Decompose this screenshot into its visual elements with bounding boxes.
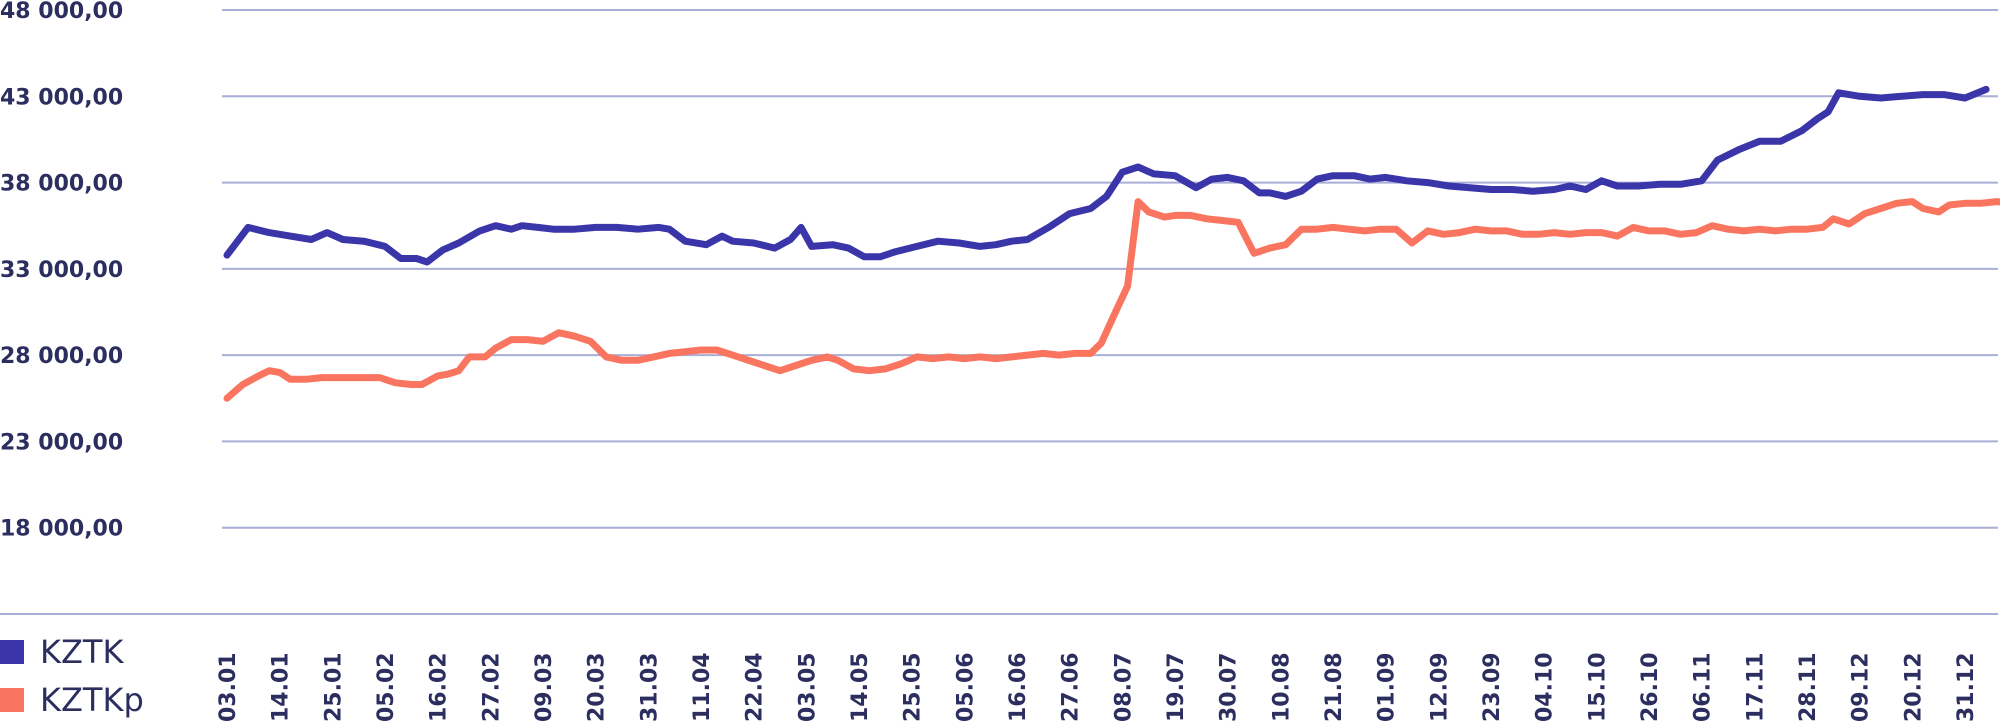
y-tick-label: 23 000,00 xyxy=(0,430,123,455)
x-tick-label: 21.08 xyxy=(1322,652,1347,722)
x-tick-label: 31.03 xyxy=(637,652,662,722)
y-tick-label: 33 000,00 xyxy=(0,258,123,283)
x-tick-label: 14.01 xyxy=(269,652,294,722)
x-tick-label: 05.06 xyxy=(953,652,978,722)
x-tick-label: 12.09 xyxy=(1427,652,1452,722)
y-axis-ticks: 48 000,00 43 000,00 38 000,00 33 000,00 28 0… xyxy=(0,0,123,542)
x-tick-label: 01.09 xyxy=(1375,652,1400,722)
x-tick-label: 27.06 xyxy=(1059,652,1084,722)
series-lines xyxy=(223,85,2000,402)
legend: KZTK KZTKp xyxy=(0,632,144,728)
x-tick-label: 16.02 xyxy=(427,652,452,722)
x-tick-label: 26.10 xyxy=(1638,652,1663,722)
y-tick-label: 18 000,00 xyxy=(0,517,123,542)
legend-label-kztk: KZTK xyxy=(40,633,124,671)
grid-lines xyxy=(0,9,1998,615)
legend-label-kztkp: KZTKp xyxy=(40,681,144,719)
series-line-kztk xyxy=(223,85,1990,266)
x-tick-label: 20.12 xyxy=(1901,652,1926,722)
x-tick-label: 09.03 xyxy=(532,652,557,722)
x-tick-label: 25.05 xyxy=(901,652,926,722)
x-tick-label: 03.05 xyxy=(795,652,820,722)
series-line-kztkp xyxy=(223,198,2000,402)
y-tick-label: 38 000,00 xyxy=(0,172,123,197)
x-axis-ticks: 03.01 14.01 25.01 05.02 16.02 27.02 09.03 20.03… xyxy=(216,652,1979,722)
x-tick-label: 16.06 xyxy=(1006,652,1031,722)
x-tick-label: 31.12 xyxy=(1954,652,1979,722)
x-tick-label: 08.07 xyxy=(1111,652,1136,722)
x-tick-label: 03.01 xyxy=(216,652,241,722)
x-tick-label: 19.07 xyxy=(1164,652,1189,722)
legend-swatch-kztk xyxy=(0,640,24,664)
legend-item-kztkp: KZTKp xyxy=(0,680,144,720)
x-tick-label: 04.10 xyxy=(1533,652,1558,722)
x-tick-label: 28.11 xyxy=(1796,652,1821,722)
x-tick-label: 22.04 xyxy=(743,652,768,722)
x-tick-label: 09.12 xyxy=(1849,652,1874,722)
x-tick-label: 23.09 xyxy=(1480,652,1505,722)
x-tick-label: 27.02 xyxy=(479,652,504,722)
x-tick-label: 14.05 xyxy=(848,652,873,722)
x-tick-label: 05.02 xyxy=(374,652,399,722)
legend-swatch-kztkp xyxy=(0,688,24,712)
x-tick-label: 30.07 xyxy=(1217,652,1242,722)
x-tick-label: 15.10 xyxy=(1585,652,1610,722)
x-tick-label: 06.11 xyxy=(1691,652,1716,722)
x-tick-label: 11.04 xyxy=(690,652,715,722)
y-tick-label: 43 000,00 xyxy=(0,85,123,110)
x-tick-label: 17.11 xyxy=(1743,652,1768,722)
y-tick-label: 28 000,00 xyxy=(0,344,123,369)
legend-item-kztk: KZTK xyxy=(0,632,144,672)
x-tick-label: 25.01 xyxy=(321,652,346,722)
x-tick-label: 10.08 xyxy=(1269,652,1294,722)
x-tick-label: 20.03 xyxy=(585,652,610,722)
y-tick-label: 48 000,00 xyxy=(0,0,123,24)
